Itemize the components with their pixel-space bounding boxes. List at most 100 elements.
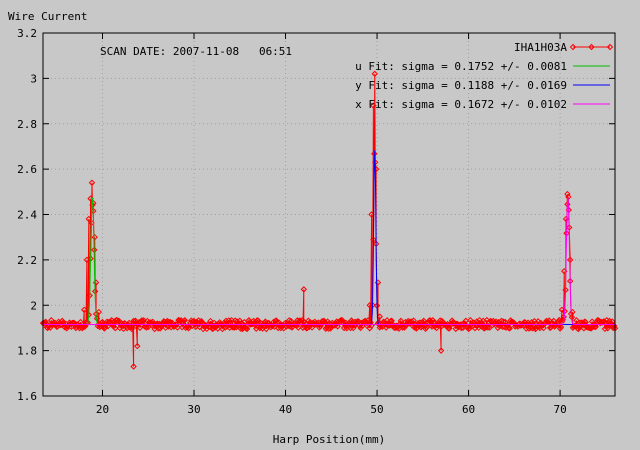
fit-curve-3 (43, 197, 615, 325)
x-tick-label: 20 (96, 403, 109, 416)
data-point (426, 317, 434, 324)
legend-marker (569, 43, 577, 51)
data-point (134, 342, 141, 350)
data-point (77, 318, 84, 326)
x-axis-label: Harp Position(mm) (273, 433, 386, 446)
data-point (566, 277, 574, 285)
data-point (347, 324, 354, 332)
data-point (255, 320, 263, 327)
data-point (386, 322, 394, 329)
data-point (313, 320, 320, 327)
data-point (560, 313, 567, 321)
data-point (350, 321, 358, 329)
legend-marker (606, 43, 614, 51)
data-point (471, 324, 479, 332)
data-point (376, 313, 384, 320)
data-point (85, 311, 92, 318)
data-point (253, 317, 261, 324)
data-point (525, 325, 533, 332)
data-point (91, 288, 99, 295)
data-point (306, 323, 313, 331)
legend-label: u Fit: sigma = 0.1752 +/- 0.0081 (355, 60, 567, 73)
data-point (388, 317, 395, 324)
data-point (373, 302, 381, 309)
data-point (88, 179, 96, 186)
data-point (458, 324, 465, 332)
data-point (321, 318, 329, 326)
data-point (87, 195, 94, 202)
y-tick-label: 2.4 (17, 209, 37, 222)
data-point (225, 317, 232, 324)
legend-label: y Fit: sigma = 0.1188 +/- 0.0169 (355, 79, 567, 92)
axis-ticks: 1.6 1.8 2 2.2 2.4 2.6 2.8 3 3.2 20 30 40 50 60 70 (17, 27, 615, 416)
x-tick-label: 70 (553, 403, 566, 416)
data-point (230, 324, 237, 331)
data-point (531, 318, 538, 325)
y-tick-label: 2.6 (17, 163, 37, 176)
data-point (243, 325, 251, 333)
data-point (151, 325, 158, 333)
y-tick-label: 3.2 (17, 27, 37, 40)
data-point (90, 207, 97, 215)
data-point (259, 325, 266, 332)
data-point (263, 325, 270, 333)
y-tick-label: 2.8 (17, 118, 37, 131)
y-tick-label: 3 (30, 72, 37, 85)
data-point (219, 325, 226, 333)
data-point (484, 324, 491, 331)
data-point (338, 316, 345, 324)
data-point (80, 306, 88, 313)
data-point (86, 292, 93, 299)
data-point (573, 317, 580, 324)
data-point (253, 325, 260, 332)
y-tick-label: 1.8 (17, 345, 37, 358)
data-point (475, 324, 482, 331)
y-tick-label: 2 (30, 299, 37, 312)
data-point (143, 324, 150, 331)
data-point (501, 323, 508, 331)
data-point (186, 323, 193, 331)
data-point (566, 224, 573, 231)
data-point (91, 246, 98, 254)
data-point (540, 324, 547, 332)
data-point (473, 318, 481, 325)
data-point (557, 323, 565, 331)
data-point (48, 317, 55, 324)
data-point (408, 318, 416, 325)
data-point (371, 150, 378, 157)
data-point (237, 325, 244, 332)
plot-frame (42, 32, 616, 397)
data-point (167, 318, 174, 326)
data-point (366, 325, 373, 332)
plot-area (39, 70, 619, 370)
data-point (506, 325, 513, 332)
data-point (177, 317, 185, 324)
data-point (562, 286, 569, 294)
data-point (423, 324, 430, 331)
data-point (87, 255, 94, 262)
data-point (410, 317, 417, 324)
data-point (582, 319, 589, 326)
data-point (564, 201, 571, 208)
scan-date-annotation: SCAN DATE: 2007-11-08 06:51 (100, 45, 292, 58)
data-point (591, 323, 599, 331)
y-axis-label: Wire Current (8, 10, 87, 23)
data-point (445, 325, 452, 332)
data-point (162, 324, 169, 331)
data-point (565, 206, 572, 214)
data-point (536, 324, 544, 332)
data-point (136, 324, 144, 331)
data-point (254, 317, 262, 324)
data-point (140, 317, 147, 324)
data-point (611, 325, 619, 332)
data-point (228, 316, 235, 324)
x-tick-label: 30 (187, 403, 200, 416)
data-point (603, 317, 610, 324)
data-point (95, 308, 103, 316)
data-point (500, 318, 507, 325)
data-point (397, 317, 405, 325)
data-point (414, 324, 421, 331)
data-point (188, 317, 195, 324)
data-point (231, 324, 238, 331)
